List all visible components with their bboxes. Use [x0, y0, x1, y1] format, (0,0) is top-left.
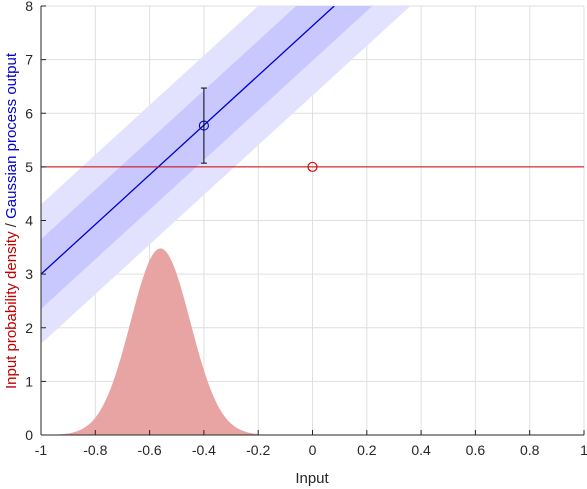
y-tick-label-7: 7 — [25, 52, 33, 68]
x-tick-label-3: -0.4 — [192, 442, 216, 458]
x-tick-label-6: 0.2 — [357, 442, 377, 458]
x-axis-label: Input — [295, 470, 329, 487]
y-axis-label-part-0: Input probability density — [3, 231, 20, 389]
confidence-band-0 — [41, 6, 411, 344]
y-tick-label-4: 4 — [25, 213, 33, 229]
y-axis-label-part-2: Gaussian process output — [3, 52, 20, 219]
gp-mean-line — [41, 6, 335, 275]
y-axis-label: Input probability density / Gaussian pro… — [3, 52, 20, 389]
uncertainty-bands — [41, 6, 411, 344]
x-tick-label-7: 0.4 — [411, 442, 431, 458]
density-area-0 — [46, 248, 259, 435]
input-density — [46, 248, 259, 435]
y-tick-label-0: 0 — [25, 427, 33, 443]
y-tick-label-1: 1 — [25, 373, 33, 389]
x-tick-label-5: 0 — [309, 442, 317, 458]
x-tick-label-8: 0.6 — [466, 442, 486, 458]
y-tick-label-8: 8 — [25, 0, 33, 14]
y-tick-label-2: 2 — [25, 320, 33, 336]
x-tick-label-1: -0.8 — [83, 442, 107, 458]
markers — [198, 87, 318, 172]
y-tick-label-3: 3 — [25, 266, 33, 282]
x-axis-ticks: -1 -0.8 -0.6 -0.4 -0.2 0 0.2 0.4 0.6 0.8 1 — [35, 430, 587, 458]
y-tick-label-6: 6 — [25, 105, 33, 121]
y-tick-label-5: 5 — [25, 159, 33, 175]
x-tick-label-9: 0.8 — [520, 442, 540, 458]
y-axis-label-part-1: / — [3, 219, 20, 232]
series-lines — [41, 6, 584, 275]
marker-circle-6 — [307, 161, 318, 172]
x-tick-label-10: 1 — [580, 442, 587, 458]
x-tick-label-2: -0.6 — [138, 442, 162, 458]
x-tick-label-4: -0.2 — [246, 442, 270, 458]
y-axis-ticks: 0 1 2 3 4 5 6 7 8 — [25, 0, 46, 443]
x-tick-label-0: -1 — [35, 442, 48, 458]
confidence-band-1 — [41, 6, 373, 309]
